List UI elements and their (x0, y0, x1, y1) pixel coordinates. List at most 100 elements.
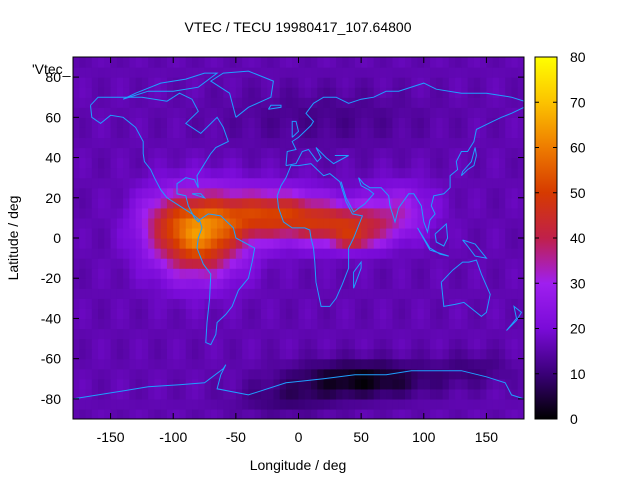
heatmap-cell (455, 177, 462, 189)
heatmap-cell (185, 348, 193, 360)
heatmap-cell (342, 117, 350, 128)
heatmap-cell (492, 328, 500, 340)
heatmap-cell (336, 378, 343, 390)
heatmap-cell (104, 368, 112, 380)
heatmap-cell (404, 308, 412, 320)
heatmap-cell (298, 278, 306, 289)
heatmap-cell (160, 398, 168, 410)
heatmap-cell (323, 217, 331, 229)
heatmap-cell (141, 258, 149, 269)
heatmap-cell (448, 67, 456, 78)
heatmap-cell (323, 268, 331, 279)
heatmap-cell (386, 57, 394, 68)
heatmap-cell (235, 187, 243, 199)
heatmap-cell (135, 107, 143, 118)
heatmap-cell (292, 348, 300, 360)
heatmap-cell (448, 408, 456, 419)
heatmap-cell (141, 338, 149, 350)
heatmap-cell (498, 127, 506, 139)
heatmap-cell (229, 258, 237, 269)
heatmap-cell (336, 227, 343, 239)
heatmap-cell (173, 288, 181, 299)
heatmap-cell (185, 137, 193, 149)
heatmap-cell (430, 147, 437, 159)
heatmap-cell (123, 268, 130, 279)
heatmap-cell (517, 318, 524, 330)
heatmap-cell (367, 57, 375, 68)
heatmap-cell (392, 398, 400, 410)
heatmap-cell (235, 107, 243, 118)
heatmap-cell (323, 67, 331, 78)
heatmap-cell (311, 328, 318, 340)
heatmap-cell (85, 318, 93, 330)
heatmap-cell (166, 338, 174, 350)
heatmap-cell (442, 328, 450, 340)
heatmap-cell (248, 408, 256, 419)
heatmap-cell (379, 117, 387, 128)
heatmap-cell (129, 57, 137, 68)
heatmap-cell (166, 167, 174, 179)
heatmap-cell (273, 177, 281, 189)
heatmap-cell (185, 157, 193, 169)
heatmap-cell (141, 278, 149, 289)
heatmap-cell (292, 107, 300, 118)
heatmap-cell (73, 398, 80, 410)
heatmap-cell (386, 177, 394, 189)
heatmap-cell (329, 227, 337, 239)
heatmap-cell (166, 408, 174, 419)
heatmap-cell (85, 308, 93, 320)
heatmap-cell (185, 318, 193, 330)
heatmap-cell (79, 107, 87, 118)
heatmap-cell (292, 358, 300, 370)
heatmap-cell (411, 378, 419, 390)
heatmap-cell (204, 388, 212, 400)
heatmap-cell (417, 207, 425, 219)
heatmap-cell (217, 298, 224, 309)
heatmap-cell (373, 117, 381, 128)
heatmap-cell (141, 167, 149, 179)
heatmap-cell (430, 107, 437, 118)
heatmap-cell (348, 398, 356, 410)
heatmap-cell (517, 338, 524, 350)
heatmap-cell (448, 117, 456, 128)
heatmap-cell (123, 157, 130, 169)
colorbar-tick-label: 50 (570, 185, 586, 201)
heatmap-cell (417, 177, 425, 189)
heatmap-cell (260, 318, 268, 330)
heatmap-cell (436, 217, 444, 229)
heatmap-cell (461, 57, 469, 68)
heatmap-cell (329, 87, 337, 98)
heatmap-cell (498, 177, 506, 189)
heatmap-cell (492, 248, 500, 259)
heatmap-cell (436, 97, 444, 108)
heatmap-cell (348, 258, 356, 269)
heatmap-cell (210, 127, 218, 139)
heatmap-cell (311, 298, 318, 309)
heatmap-cell (254, 87, 262, 98)
heatmap-cell (386, 288, 394, 299)
heatmap-cell (279, 137, 287, 149)
heatmap-cell (480, 328, 488, 340)
heatmap-cell (436, 408, 444, 419)
heatmap-cell (373, 197, 381, 209)
heatmap-cell (417, 338, 425, 350)
heatmap-cell (104, 338, 112, 350)
heatmap-cell (461, 268, 469, 279)
heatmap-cell (423, 278, 431, 289)
heatmap-cell (98, 248, 105, 259)
heatmap-cell (179, 177, 187, 189)
heatmap-cell (179, 268, 187, 279)
heatmap-cell (423, 157, 431, 169)
heatmap-cell (292, 298, 300, 309)
heatmap-cell (517, 147, 524, 159)
heatmap-cell (79, 318, 87, 330)
heatmap-cell (79, 298, 87, 309)
heatmap-cell (123, 87, 130, 98)
heatmap-cell (367, 187, 375, 199)
heatmap-cell (311, 217, 318, 229)
heatmap-cell (304, 278, 312, 289)
heatmap-cell (392, 248, 400, 259)
heatmap-cell (279, 368, 287, 380)
heatmap-cell (404, 398, 412, 410)
heatmap-cell (336, 117, 343, 128)
